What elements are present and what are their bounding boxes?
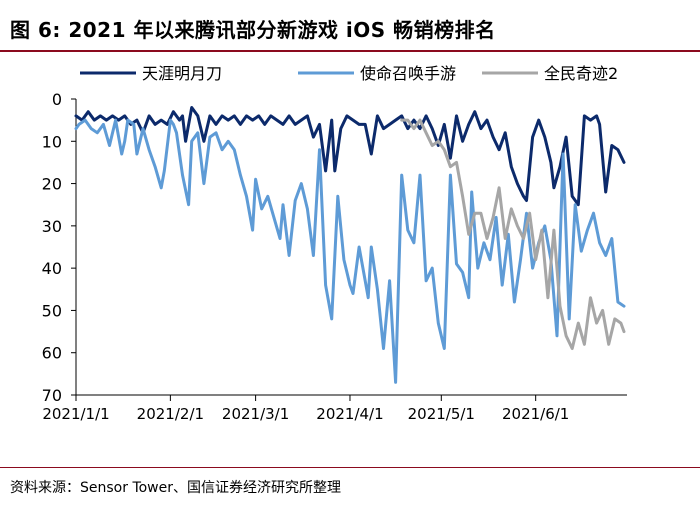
source-rule [0, 467, 700, 468]
legend-label-2: 使命召唤手游 [360, 64, 456, 83]
chart-legend: 天涯明月刀 使命召唤手游 全民奇迹2 [80, 64, 618, 83]
x-axis: 2021/1/1 2021/2/1 2021/3/1 2021/4/1 2021/5/1… [42, 394, 627, 423]
y-axis: 0 10 20 30 40 50 60 70 [42, 90, 77, 405]
series-line-3 [400, 118, 626, 350]
y-tick-label: 40 [42, 259, 62, 278]
source-note: 资料来源：Sensor Tower、国信证券经济研究所整理 [10, 480, 341, 496]
x-tick-label: 2021/1/1 [42, 405, 109, 423]
rank-line-chart: 天涯明月刀 使命召唤手游 全民奇迹2 0 10 20 30 40 50 60 70 2021/1/… [42, 64, 627, 423]
series-line-2 [74, 118, 626, 384]
x-tick-label: 2021/5/1 [408, 405, 475, 423]
legend-label-1: 天涯明月刀 [142, 64, 222, 83]
figure-header: 图 6: 2021 年以来腾讯部分新游戏 iOS 畅销榜排名 [0, 0, 700, 50]
series-line-1 [74, 106, 626, 207]
x-tick-label: 2021/3/1 [222, 405, 289, 423]
y-tick-label: 30 [42, 217, 62, 236]
figure-title: 图 6: 2021 年以来腾讯部分新游戏 iOS 畅销榜排名 [10, 18, 496, 42]
y-tick-label: 0 [52, 90, 62, 109]
y-tick-label: 50 [42, 301, 62, 320]
y-tick-label: 10 [42, 132, 62, 151]
title-rule [0, 50, 700, 52]
series-lines [74, 106, 626, 384]
y-tick-label: 70 [42, 386, 62, 405]
y-tick-label: 60 [42, 344, 62, 363]
y-tick-label: 20 [42, 175, 62, 194]
x-tick-label: 2021/4/1 [316, 405, 383, 423]
x-tick-label: 2021/6/1 [502, 405, 569, 423]
legend-label-3: 全民奇迹2 [544, 64, 618, 83]
x-tick-label: 2021/2/1 [137, 405, 204, 423]
